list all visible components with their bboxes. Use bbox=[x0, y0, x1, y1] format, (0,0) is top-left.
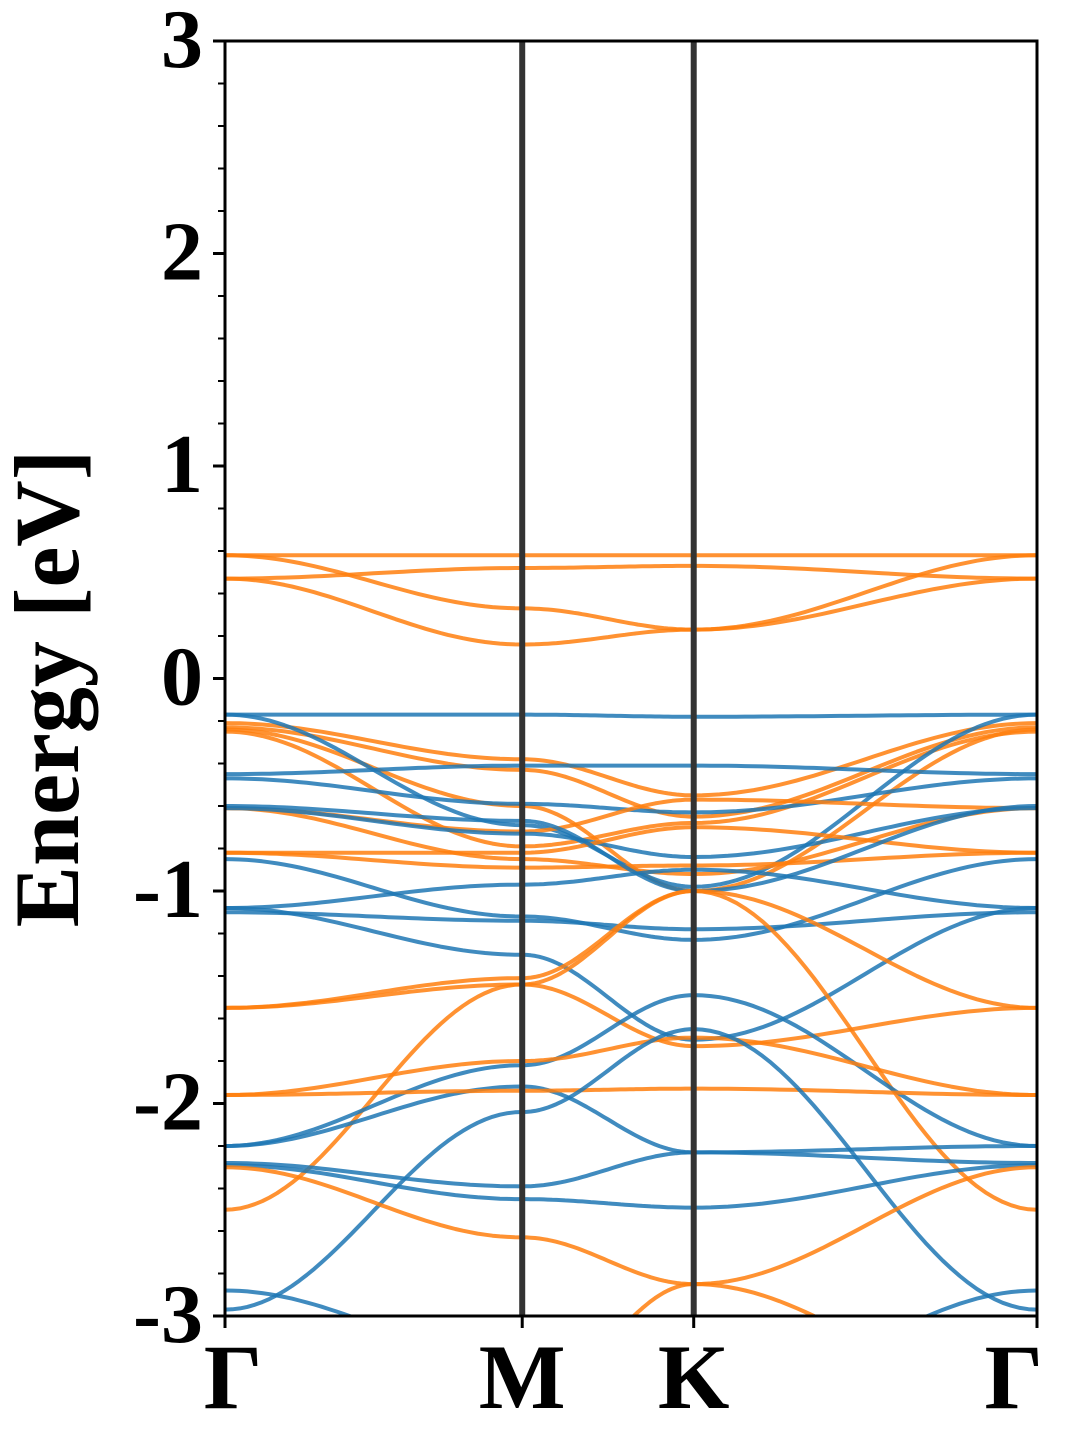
band-blue-20 bbox=[225, 804, 1037, 893]
x-tick-label-Γ: Γ bbox=[204, 1326, 263, 1428]
band-orange-5 bbox=[225, 721, 1037, 798]
y-tick-label: 3 bbox=[161, 0, 203, 86]
band-blue-30 bbox=[225, 1150, 1037, 1189]
band-blue-14 bbox=[225, 806, 1037, 859]
band-blue-10 bbox=[225, 763, 1037, 777]
y-tick-label: -3 bbox=[133, 1268, 203, 1361]
y-tick-label: 0 bbox=[161, 631, 203, 724]
band-blue-19 bbox=[225, 910, 1037, 932]
band-blue-21 bbox=[225, 906, 1037, 1042]
y-tick-label: -2 bbox=[133, 1056, 203, 1149]
band-orange-3 bbox=[225, 553, 1037, 647]
band-blue-4 bbox=[225, 712, 1037, 719]
band-blue-26 bbox=[225, 1084, 1037, 1155]
band-lines bbox=[225, 553, 1037, 1316]
x-tick-label-Γ: Γ bbox=[984, 1326, 1043, 1428]
band-orange-6 bbox=[225, 725, 1037, 819]
band-blue-25 bbox=[225, 993, 1037, 1148]
band-orange-28 bbox=[225, 1086, 1037, 1097]
y-axis-label: Energy [eV] bbox=[0, 450, 98, 928]
band-blue-31 bbox=[225, 1163, 1037, 1210]
y-tick-label: 1 bbox=[161, 418, 203, 511]
band-orange-27 bbox=[225, 1035, 1037, 1097]
band-orange-1 bbox=[225, 563, 1037, 581]
y-tick-label: -1 bbox=[133, 843, 203, 936]
y-axis: -3 -2 -1 0 1 2 3 bbox=[133, 0, 225, 1361]
band-orange-16 bbox=[225, 850, 1037, 870]
band-orange-34 bbox=[630, 1282, 819, 1316]
band-blue-11 bbox=[225, 776, 1037, 815]
band-orange-32 bbox=[225, 1165, 1037, 1287]
band-orange-8 bbox=[225, 729, 1037, 849]
y-tick-label: 2 bbox=[161, 206, 203, 299]
band-orange-24 bbox=[225, 889, 1037, 1212]
x-tick-label-K: K bbox=[658, 1326, 730, 1428]
x-tick-label-M: M bbox=[479, 1326, 566, 1428]
band-blue-17 bbox=[225, 857, 1037, 942]
band-blue-18 bbox=[225, 867, 1037, 910]
band-orange-2 bbox=[225, 553, 1037, 632]
band-orange-15 bbox=[225, 825, 1037, 855]
band-orange-22 bbox=[225, 889, 1037, 1010]
band-blue-29 bbox=[225, 1027, 1037, 1312]
band-orange-23 bbox=[225, 982, 1037, 1049]
high-symmetry-lines bbox=[519, 41, 697, 1316]
band-blue-33 bbox=[225, 1288, 1037, 1316]
